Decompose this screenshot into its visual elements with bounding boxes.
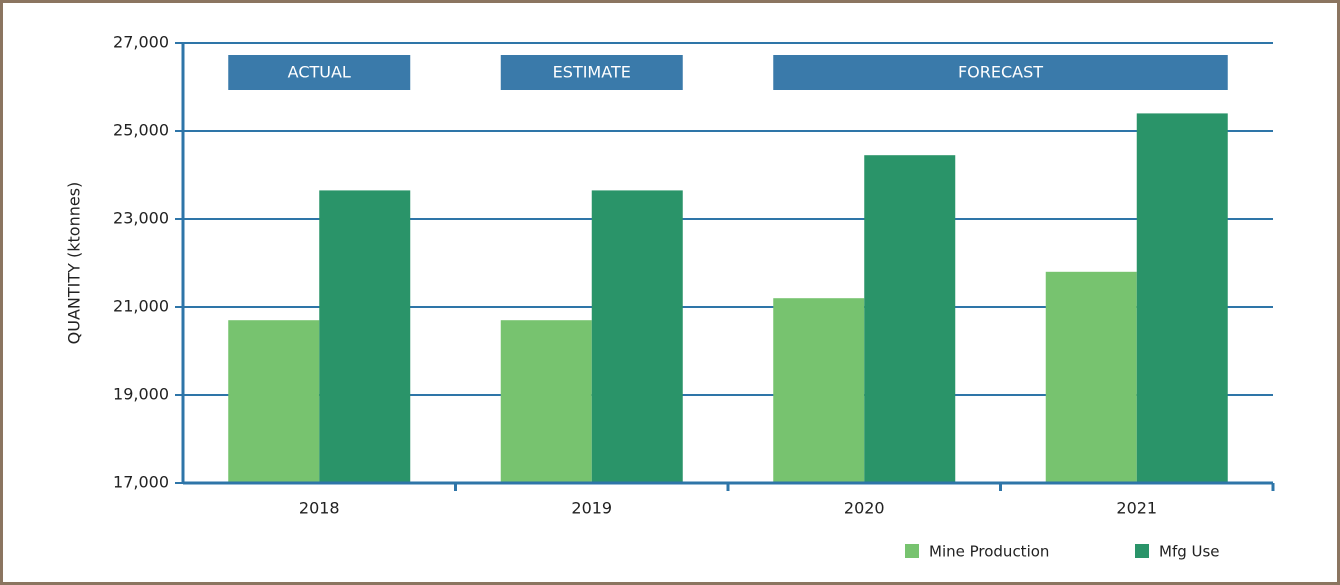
bar [500, 320, 592, 483]
x-tick-label: 2019 [571, 499, 612, 518]
bar [228, 320, 320, 483]
bar [319, 190, 411, 483]
annotation-box [228, 55, 411, 90]
legend-swatch [1135, 544, 1149, 558]
annotation-box [773, 55, 1228, 90]
y-axis-label: QUANTITY (ktonnes) [65, 182, 84, 345]
annotation-box [500, 55, 683, 90]
y-tick-label: 27,000 [113, 33, 169, 52]
bar [773, 298, 865, 483]
legend-label: Mfg Use [1159, 543, 1220, 561]
y-tick-label: 25,000 [113, 121, 169, 140]
legend-swatch [905, 544, 919, 558]
x-tick-label: 2020 [844, 499, 885, 518]
annotation: FORECAST [958, 63, 1043, 82]
x-tick-label: 2021 [1116, 499, 1157, 518]
y-tick-label: 23,000 [113, 209, 169, 228]
legend-label: Mine Production [929, 543, 1049, 561]
bar [591, 190, 683, 483]
bar [1045, 271, 1137, 483]
annotation: ACTUAL [288, 63, 351, 82]
annotation: ESTIMATE [553, 63, 631, 82]
y-tick-label: 19,000 [113, 385, 169, 404]
x-tick-label: 2018 [299, 499, 340, 518]
y-tick-label: 21,000 [113, 297, 169, 316]
bar [1136, 113, 1228, 484]
bar [864, 155, 956, 483]
y-tick-label: 17,000 [113, 473, 169, 492]
